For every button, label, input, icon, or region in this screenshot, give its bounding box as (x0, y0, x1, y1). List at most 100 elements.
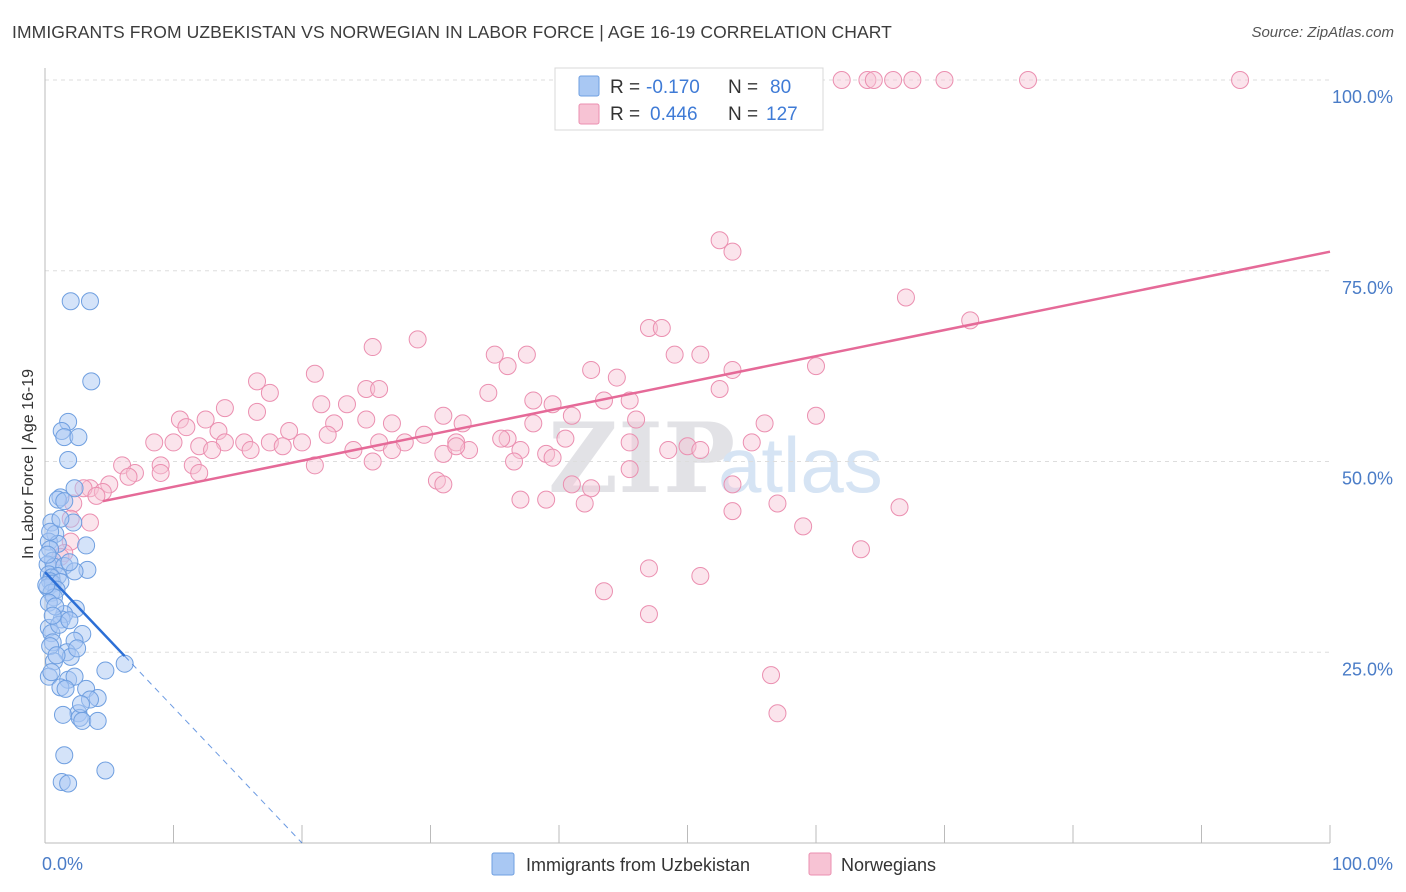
norwegians-point-70 (241, 441, 260, 460)
uzbekistan-point-62 (88, 711, 107, 730)
norwegians-point-25 (248, 372, 267, 391)
norwegians-point-104 (537, 490, 556, 509)
norwegians-point-108 (890, 498, 909, 517)
norwegians-point-9 (723, 242, 742, 261)
uzbekistan-point-6 (69, 428, 88, 447)
norwegians-point-5 (935, 71, 954, 89)
legend-r-label-1: R = (610, 77, 640, 98)
legend-n-label-1: N = (728, 77, 758, 98)
norwegians-point-91 (119, 467, 138, 486)
trend-lines (44, 250, 1331, 844)
uzbekistan-point-79 (42, 663, 61, 682)
norwegians-point-119 (639, 559, 658, 578)
norwegians-point-124 (768, 704, 787, 723)
norwegians-point-90 (190, 463, 209, 482)
uzbekistan-point-11 (55, 492, 74, 511)
norwegians-point-32 (524, 391, 543, 410)
chart-title: IMMIGRANTS FROM UZBEKISTAN VS NORWEGIAN … (12, 22, 892, 42)
norwegians-point-117 (794, 517, 813, 536)
bottom-legend-label-norwegians: Norwegians (841, 855, 936, 875)
norwegians-point-83 (363, 452, 382, 471)
legend-r-value-1: -0.170 (646, 77, 700, 98)
norwegians-trend-line (102, 250, 1331, 503)
norwegians-point-41 (196, 410, 215, 429)
norwegians-point-0 (832, 71, 851, 89)
norwegians-point-21 (807, 357, 825, 376)
legend-swatch-blue (578, 75, 600, 97)
uzbekistan-point-66 (59, 774, 78, 793)
norwegians-point-3 (884, 71, 903, 89)
norwegians-point-47 (524, 414, 543, 433)
norwegians-point-48 (627, 410, 646, 429)
norwegians-point-109 (620, 460, 639, 479)
norwegians-point-24 (305, 364, 324, 383)
norwegians-point-122 (639, 605, 658, 624)
uzbekistan-point-2 (82, 372, 101, 391)
uzbekistan-point-48 (115, 654, 134, 673)
series-legend: Immigrants from Uzbekistan Norwegians (491, 852, 936, 876)
norwegians-point-36 (312, 395, 331, 414)
norwegians-point-66 (492, 429, 511, 448)
y-tick-label-0: 25.0% (1342, 659, 1393, 679)
uzbekistan-point-61 (73, 711, 92, 730)
x-tick-label-0: 0.0% (42, 854, 83, 874)
norwegians-point-57 (164, 433, 183, 452)
norwegians-point-113 (80, 513, 99, 532)
uzbekistan-point-1 (80, 292, 99, 311)
norwegians-point-92 (100, 475, 119, 494)
norwegians-point-121 (594, 582, 613, 601)
y-tick-label-3: 100.0% (1332, 87, 1393, 107)
norwegians-point-38 (215, 399, 234, 418)
norwegians-point-69 (203, 441, 222, 460)
norwegians-point-15 (363, 338, 382, 357)
uzbekistan-point-72 (38, 545, 57, 564)
legend-n-value-2: 127 (766, 104, 798, 125)
legend-n-label-2: N = (728, 104, 758, 125)
uzbekistan-point-71 (68, 639, 87, 658)
norwegians-point-4 (903, 71, 922, 89)
norwegians-point-111 (807, 406, 825, 425)
uzbekistan-point-76 (43, 606, 62, 625)
norwegians-point-37 (337, 395, 356, 414)
norwegians-point-107 (768, 494, 787, 513)
norwegians-point-56 (145, 433, 164, 452)
norwegians-point-7 (1231, 71, 1250, 89)
norwegians-point-40 (170, 410, 189, 429)
norwegians-points (51, 71, 1250, 723)
uzbekistan-point-7 (59, 450, 78, 469)
norwegians-point-86 (691, 441, 710, 460)
uzbekistan-point-75 (37, 576, 56, 595)
tick-labels: 25.0% 50.0% 75.0% 100.0% 0.0% 100.0% (42, 87, 1393, 874)
uzbekistan-point-70 (47, 646, 66, 665)
uzbekistan-points (37, 292, 134, 793)
uzbekistan-point-52 (65, 667, 84, 686)
norwegians-point-28 (370, 380, 389, 399)
uzbekistan-trend-line (44, 571, 126, 657)
legend-swatch-pink (578, 103, 600, 125)
norwegians-point-18 (498, 357, 517, 376)
norwegians-point-26 (607, 368, 626, 387)
norwegians-point-123 (762, 666, 781, 685)
norwegians-point-19 (665, 345, 684, 364)
norwegians-point-100 (87, 486, 106, 505)
uzbekistan-point-64 (96, 761, 115, 780)
norwegians-point-50 (177, 418, 196, 437)
uzbekistan-point-0 (61, 292, 80, 311)
norwegians-point-6 (1019, 71, 1038, 89)
uzbekistan-point-78 (71, 695, 90, 714)
norwegians-point-78 (659, 441, 678, 460)
norwegians-point-43 (357, 410, 376, 429)
norwegians-point-27 (357, 380, 376, 399)
norwegians-point-2 (864, 71, 883, 89)
norwegians-point-103 (511, 490, 530, 509)
uzbekistan-point-55 (56, 679, 75, 698)
norwegians-point-76 (511, 441, 530, 460)
norwegians-point-89 (151, 463, 170, 482)
norwegians-point-101 (582, 479, 601, 498)
uzbekistan-point-8 (65, 479, 84, 498)
norwegians-point-29 (260, 383, 279, 402)
uzbekistan-trend-extension (124, 655, 303, 844)
norwegians-point-22 (723, 360, 742, 379)
norwegians-point-31 (710, 380, 729, 399)
